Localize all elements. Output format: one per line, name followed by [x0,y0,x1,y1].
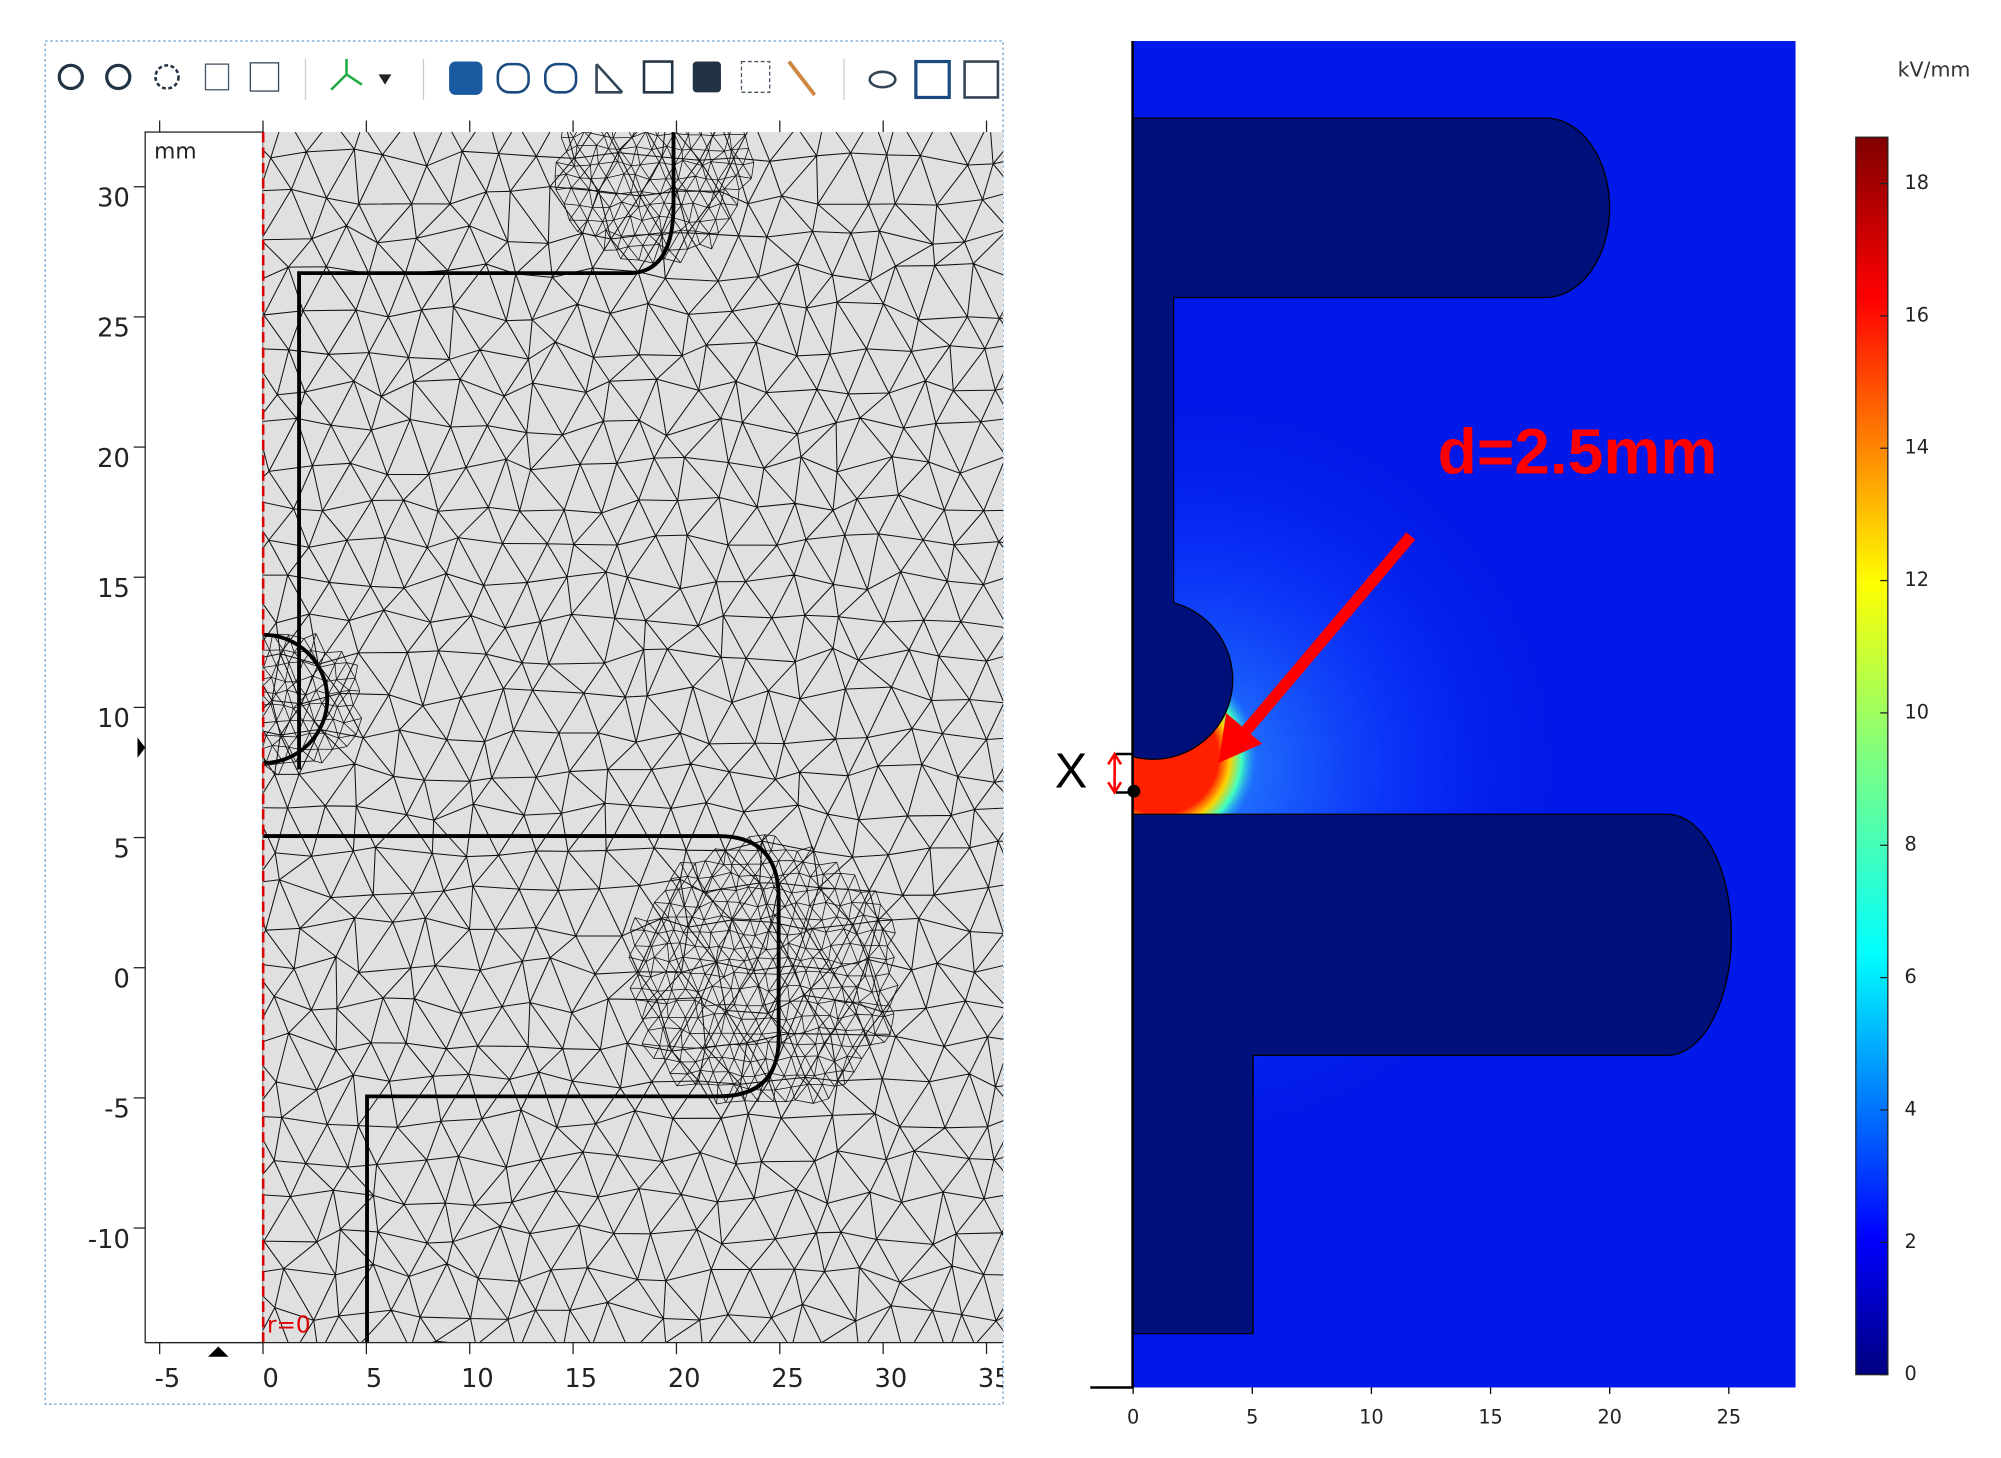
tip-electrode-edge [263,632,330,765]
x-tick-label: 20 [1597,1406,1621,1429]
x-tick-label: 35 [978,1364,1011,1394]
zoom-extents[interactable] [204,63,230,91]
mesh-refined [628,834,899,1105]
colorbar-tick-label: 4 [1905,1097,1917,1120]
x-tick-label: 5 [1246,1406,1258,1429]
colorbar-tick-label: 6 [1905,965,1917,988]
x-tick-label: 20 [668,1364,701,1394]
select-point[interactable] [595,63,624,94]
clear-selection[interactable] [692,61,721,93]
x-tick-label: 10 [461,1364,494,1394]
plot-area-left [144,131,264,1344]
y-tick-label: 25 [97,314,130,344]
x-tick-label: 5 [366,1364,382,1394]
colorbar-tick-label: 18 [1905,171,1929,194]
y-tick-label: 5 [113,834,129,864]
y-tick-label: 10 [97,704,130,734]
arrow-shaft [1237,532,1416,740]
colorbar-tick-label: 12 [1905,568,1929,591]
select-edge[interactable] [543,62,578,94]
colorbar-tick-label: 2 [1905,1230,1917,1253]
y-tick-label: -10 [88,1225,130,1255]
y-tick-label: 15 [97,574,130,604]
x-tick-label: 10 [1359,1406,1383,1429]
x-tick-label: 25 [771,1364,804,1394]
colorbar-unit: kV/mm [1898,58,1971,82]
y-tick-label: 0 [113,965,129,995]
x-marker [208,1346,229,1357]
x-tick-label: 0 [263,1364,279,1394]
toolbar [57,58,1000,101]
unit-label: mm [154,140,196,165]
zoom-in[interactable] [57,63,84,91]
upper-electrode-edge [297,132,676,770]
hide[interactable] [787,60,817,97]
zoom-out[interactable] [105,63,132,91]
arrow-head [1218,712,1263,763]
lower-electrode [1132,813,1733,1335]
y-marker [137,737,146,758]
x-tick-label: 15 [564,1364,597,1394]
x-tick-label: 30 [875,1364,908,1394]
axis-label: r=0 [267,1312,311,1338]
axis-orient[interactable] [330,58,363,91]
colorbar-tick-label: 14 [1905,436,1929,459]
gap-annotation: d=2.5mm [1438,415,1718,487]
select-boundary[interactable] [496,62,530,94]
measure-point [1127,784,1141,798]
colorbar-tick-label: 8 [1905,833,1917,856]
mesh-group [263,132,1004,1343]
select-domain[interactable] [449,61,483,95]
zoom-fit[interactable] [249,62,280,92]
zoom-box[interactable] [154,64,180,90]
dropdown[interactable] [378,74,392,85]
x-tick-label: 25 [1717,1406,1741,1429]
x-tick-label: -5 [155,1364,181,1394]
y-tick-label: -5 [104,1095,130,1125]
box-select[interactable] [740,60,771,93]
mesh [263,132,1004,1343]
colorbar [1855,136,1889,1376]
mesh-refined [554,132,755,264]
marker-label: X [1055,744,1088,798]
show-hidden[interactable] [868,70,897,89]
colorbar-tick-label: 10 [1905,700,1929,723]
select-all[interactable] [642,60,674,94]
y-tick-label: 20 [97,444,130,474]
geometry [263,132,781,1343]
y-tick-label: 30 [97,184,130,214]
gap-dimension [1107,751,1123,795]
colorbar-tick-label: 16 [1905,303,1929,326]
lower-electrode-edge [263,834,781,1343]
plot-area [263,132,1004,1343]
colorbar-tick-label: 0 [1905,1362,1917,1385]
field-group [1132,41,1796,1388]
x-tick-label: 15 [1478,1406,1502,1429]
x-tick-label: 0 [1127,1406,1139,1429]
upper-electrode [1132,117,1611,760]
view-toggle[interactable] [914,59,951,100]
view-toggle-2[interactable] [963,60,1000,99]
